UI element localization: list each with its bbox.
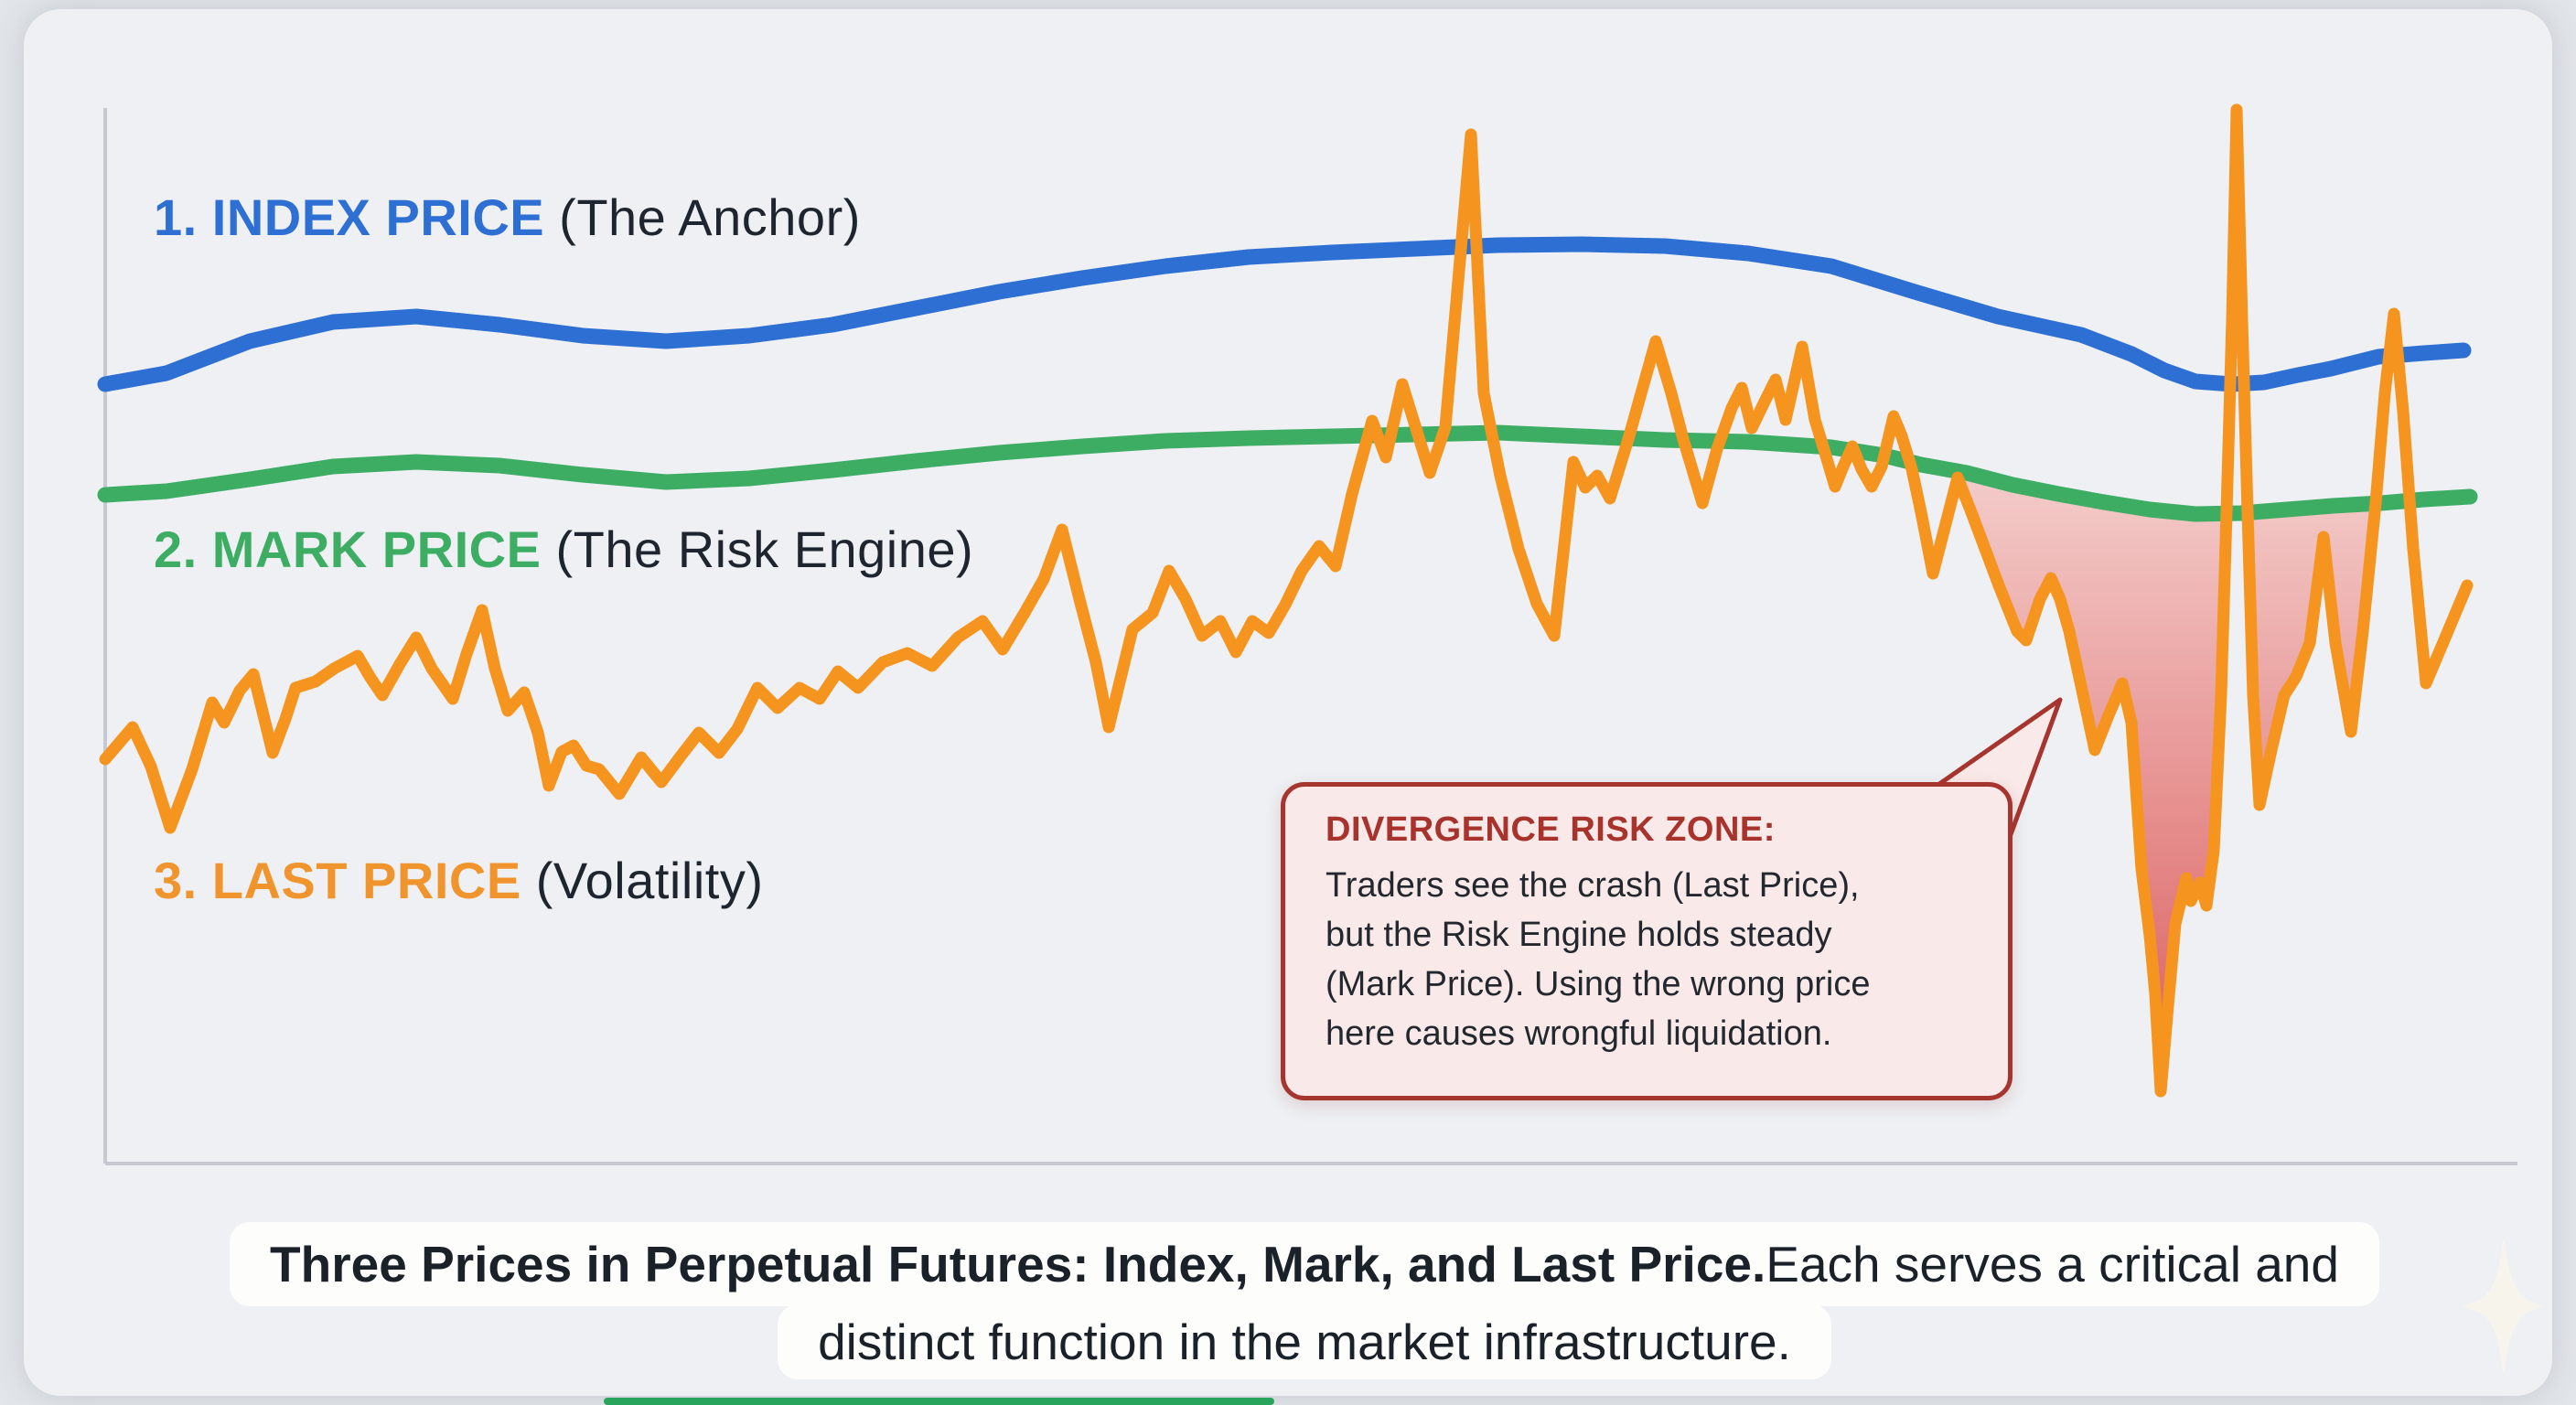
index-price-label-descriptor: (The Anchor) (544, 188, 861, 246)
caption-line-1: Three Prices in Perpetual Futures: Index… (230, 1222, 2379, 1306)
mark-price-line (105, 433, 2470, 514)
index-price-line (105, 244, 2463, 384)
last-price-label-name: 3. LAST PRICE (154, 852, 521, 909)
last-price-label: 3. LAST PRICE (Volatility) (154, 851, 763, 910)
caption-line-2-text: distinct function in the market infrastr… (818, 1313, 1791, 1371)
mark-price-label: 2. MARK PRICE (The Risk Engine) (154, 520, 973, 579)
divergence-callout-title: DIVERGENCE RISK ZONE: (1326, 810, 1971, 850)
divergence-callout-line: here causes wrongful liquidation. (1326, 1009, 1971, 1058)
caption-bold-text: Three Prices in Perpetual Futures: Index… (270, 1235, 1766, 1293)
sparkle-icon (2463, 1237, 2545, 1376)
caption-normal-text: Each serves a critical and (1766, 1235, 2339, 1293)
divergence-callout-line: (Mark Price). Using the wrong price (1326, 960, 1971, 1009)
mark-price-label-name: 2. MARK PRICE (154, 520, 541, 578)
divergence-callout-line: but the Risk Engine holds steady (1326, 910, 1971, 960)
caption-line-2: distinct function in the market infrastr… (778, 1304, 1831, 1379)
bottom-green-bar (604, 1398, 1274, 1405)
last-price-label-descriptor: (Volatility) (521, 852, 764, 909)
divergence-callout: DIVERGENCE RISK ZONE: Traders see the cr… (1281, 782, 2012, 1100)
mark-price-label-descriptor: (The Risk Engine) (541, 520, 973, 578)
index-price-label: 1. INDEX PRICE (The Anchor) (154, 188, 861, 247)
index-price-label-name: 1. INDEX PRICE (154, 188, 544, 246)
divergence-callout-line: Traders see the crash (Last Price), (1326, 861, 1971, 910)
caption: Three Prices in Perpetual Futures: Index… (230, 1222, 2379, 1379)
